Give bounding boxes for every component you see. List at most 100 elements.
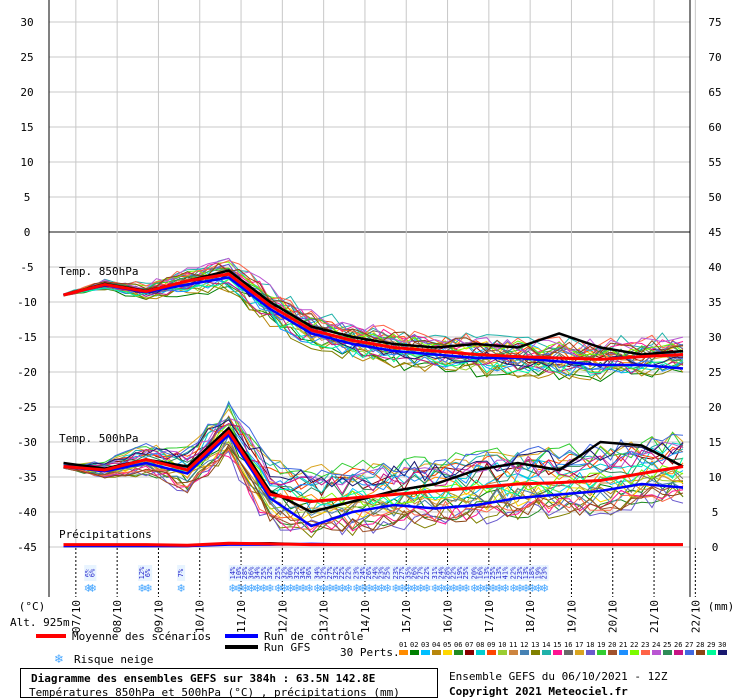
series-line-t850 — [63, 272, 684, 361]
snow-pct: 24% — [437, 566, 445, 579]
snowflake-icon: ❄ — [344, 582, 353, 595]
date-label: 17/10 — [483, 600, 496, 633]
snowflake-icon: ❄ — [431, 582, 440, 595]
left-tick-label: 25 — [20, 51, 33, 64]
snow-pct-box — [482, 565, 491, 581]
member-swatch — [542, 650, 551, 655]
snow-pct-box — [313, 565, 322, 581]
snowflake-icon: ❄ — [253, 582, 262, 595]
snow-pct-box — [305, 565, 314, 581]
snow-pct-box — [88, 565, 97, 581]
right-tick-label: 65 — [708, 86, 721, 99]
main-series — [63, 269, 684, 548]
legend-control-label: Run de contrôle — [264, 630, 363, 643]
snowflake-icon: ❄ — [462, 582, 471, 595]
member-number: 20 — [608, 641, 616, 649]
left-tick-label: -30 — [17, 436, 37, 449]
snow-pct: 7% — [177, 568, 185, 577]
snowflake-icon: ❄ — [383, 582, 392, 595]
snowflake-icon: ❄ — [540, 582, 549, 595]
snow-pct: 25% — [462, 566, 470, 579]
snowflake-icon: ❄ — [449, 582, 458, 595]
date-label: 07/10 — [70, 600, 83, 633]
member-line-500 — [63, 419, 684, 488]
snow-pct: 30% — [287, 566, 295, 579]
snow-pct: 25% — [384, 566, 392, 579]
snow-pct: 32% — [280, 566, 288, 579]
member-number: 14 — [542, 641, 550, 649]
snow-pct-box — [431, 565, 440, 581]
snowflake-icon: ❄ — [352, 582, 361, 595]
member-number: 04 — [432, 641, 440, 649]
snow-pct-box — [358, 565, 367, 581]
left-tick-label: 15 — [20, 121, 33, 134]
snow-pct: 27% — [326, 566, 334, 579]
right-unit-label: (mm) — [708, 600, 735, 613]
right-tick-label: 75 — [708, 16, 721, 29]
snow-pct-box — [455, 565, 464, 581]
snow-pct-box — [383, 565, 392, 581]
legend-snow-label: Risque neige — [74, 653, 153, 666]
snow-pct-box — [365, 565, 374, 581]
snow-pct-box — [398, 565, 407, 581]
snow-pct: 13% — [483, 566, 491, 579]
member-swatch — [575, 650, 584, 655]
member-number: 22 — [630, 641, 638, 649]
member-line-500 — [63, 424, 684, 497]
snow-pct: 23% — [541, 566, 549, 579]
snowflake-icon: ❄ — [305, 582, 314, 595]
snowflake-icon: ❄ — [364, 582, 373, 595]
snow-pct-box — [462, 565, 471, 581]
snow-pct: 34% — [254, 566, 262, 579]
date-label: 19/10 — [565, 600, 578, 633]
member-swatch — [498, 650, 507, 655]
snow-pct: 14% — [229, 566, 237, 579]
snow-pct: 19% — [456, 566, 464, 579]
t850-label: Temp. 850hPa — [59, 265, 138, 278]
snowflake-icon: ❄ — [501, 582, 510, 595]
snowflake-icon: ❄ — [247, 582, 256, 595]
member-number: 24 — [652, 641, 660, 649]
date-label: 09/10 — [152, 600, 165, 633]
member-swatch — [454, 650, 463, 655]
series-line-t850 — [63, 276, 684, 370]
right-tick-label: 25 — [708, 366, 721, 379]
snowflake-icon: ❄ — [84, 582, 93, 595]
date-label: 18/10 — [524, 600, 537, 633]
snow-pct: 18% — [528, 566, 536, 579]
member-swatch — [597, 650, 606, 655]
snow-pct-box — [470, 565, 479, 581]
member-number: 01 — [399, 641, 407, 649]
member-number: 26 — [674, 641, 682, 649]
snow-pct: 32% — [293, 566, 301, 579]
snow-pct: 26% — [411, 566, 419, 579]
snow-pct: 10% — [235, 566, 243, 579]
snow-pct: 26% — [365, 566, 373, 579]
snow-pct-box — [404, 565, 413, 581]
left-tick-label: 30 — [20, 16, 33, 29]
right-tick-label: 60 — [708, 121, 721, 134]
snowflake-icon: ❄ — [331, 582, 340, 595]
snowflake-icon: ❄ — [422, 582, 431, 595]
member-line-850 — [63, 263, 684, 357]
footer-subtitle: Températures 850hPa et 500hPa (°C) , pré… — [29, 686, 400, 699]
snowflake-icon: ❄ — [404, 582, 413, 595]
member-swatch — [465, 650, 474, 655]
member-number: 25 — [663, 641, 671, 649]
snow-pct-box — [292, 565, 301, 581]
snow-pct: 28% — [241, 566, 249, 579]
right-tick-label: 15 — [708, 436, 721, 449]
snow-pct-box — [241, 565, 250, 581]
right-tick-label: 35 — [708, 296, 721, 309]
snow-pct: 36% — [247, 566, 255, 579]
snowflake-icon: ❄ — [228, 582, 237, 595]
left-tick-label: -10 — [17, 296, 37, 309]
member-number: 05 — [443, 641, 451, 649]
snowflake-icon: ❄ — [482, 582, 491, 595]
member-number: 16 — [564, 641, 572, 649]
left-tick-label: 20 — [20, 86, 33, 99]
member-number: 06 — [454, 641, 462, 649]
snow-pct-box — [449, 565, 458, 581]
snowflake-icon: ❄ — [286, 582, 295, 595]
snow-pct: 23% — [392, 566, 400, 579]
